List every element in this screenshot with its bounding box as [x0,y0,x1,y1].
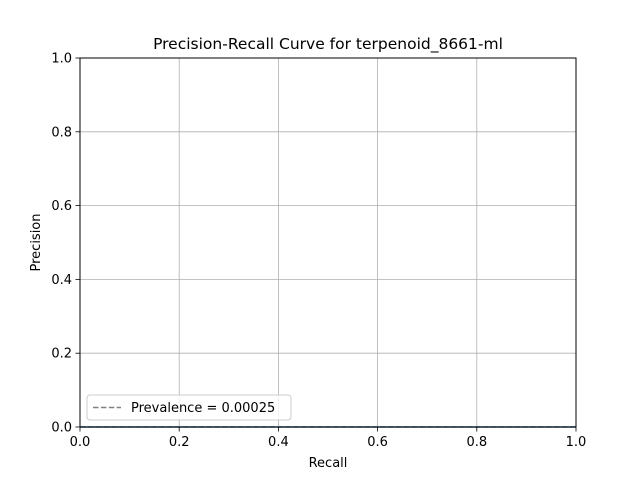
plot-area-background [80,58,576,427]
y-tick-label: 1.0 [51,52,72,67]
plot-frame [79,57,577,428]
legend-label-prevalence: Prevalence = 0.00025 [131,401,275,416]
y-tick-label: 0.6 [51,199,72,214]
y-axis-label: Precision [29,213,44,271]
x-tick-label: 0.0 [70,435,91,450]
x-tick-label: 0.6 [367,435,388,450]
legend: Prevalence = 0.00025 [86,394,292,421]
y-tick-label: 0.0 [51,421,72,436]
y-tick-label: 0.4 [51,273,72,288]
y-tick-label: 0.8 [51,125,72,140]
y-axis-ticks: 0.0 0.2 0.4 0.6 0.8 1.0 [51,52,80,436]
x-tick-label: 1.0 [566,435,587,450]
y-tick-label: 0.2 [51,347,72,362]
x-tick-label: 0.8 [466,435,487,450]
grid-lines [79,57,577,428]
x-tick-label: 0.2 [169,435,190,450]
x-axis-ticks: 0.0 0.2 0.4 0.6 0.8 1.0 [70,427,587,450]
chart-title: Precision-Recall Curve for terpenoid_866… [153,35,503,54]
x-axis-label: Recall [309,456,348,471]
x-tick-label: 0.4 [268,435,289,450]
legend-box [86,394,292,421]
